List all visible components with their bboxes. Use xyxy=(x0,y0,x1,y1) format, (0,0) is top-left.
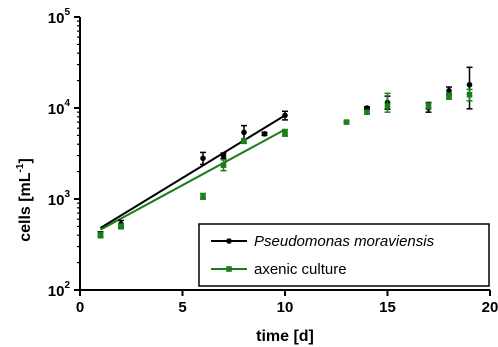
data-point-axenic xyxy=(241,137,247,145)
marker-square xyxy=(446,93,452,99)
marker-square xyxy=(343,119,350,125)
data-point-pseudomonas xyxy=(220,152,227,160)
marker-square xyxy=(200,194,206,200)
axes: 0 5 10 15 20 102 103 104 105 xyxy=(48,7,498,316)
marker-circle xyxy=(466,81,473,88)
y-axis-label-exponent: -1 xyxy=(15,163,26,172)
legend: Pseudomonas moraviensis axenic culture xyxy=(198,223,490,287)
legend-label-axenic: axenic culture xyxy=(254,261,347,278)
data-point-axenic xyxy=(384,92,391,113)
data-point-axenic xyxy=(220,158,227,172)
x-tick-label: 10 xyxy=(277,299,294,316)
legend-box xyxy=(198,223,490,287)
marker-circle xyxy=(261,131,268,137)
x-tick-label: 20 xyxy=(482,299,498,316)
marker-square xyxy=(97,232,104,239)
y-tick-label: 104 xyxy=(48,98,71,118)
data-point-pseudomonas xyxy=(241,124,247,140)
marker-circle xyxy=(200,155,206,162)
x-tick-label: 15 xyxy=(379,299,396,316)
data-point-axenic xyxy=(425,102,432,110)
data-points xyxy=(97,66,473,239)
y-axis-label-close: ] xyxy=(17,158,34,163)
fit-line-axenic xyxy=(100,128,286,231)
data-point-pseudomonas xyxy=(466,66,473,110)
data-point-pseudomonas xyxy=(282,110,288,121)
marker-circle xyxy=(220,152,227,159)
data-point-axenic xyxy=(343,119,350,125)
marker-circle xyxy=(241,129,247,136)
legend-swatch-marker-pseudomonas xyxy=(226,238,232,244)
marker-square xyxy=(384,103,391,109)
marker-square xyxy=(466,91,473,98)
marker-square xyxy=(364,109,370,115)
data-point-axenic xyxy=(97,232,104,239)
data-point-pseudomonas xyxy=(261,131,268,137)
fit-lines xyxy=(99,114,286,231)
y-tick-label: 103 xyxy=(48,189,71,209)
data-point-axenic xyxy=(446,92,452,100)
marker-square xyxy=(220,162,227,169)
marker-square xyxy=(118,223,124,230)
y-tick-label: 105 xyxy=(48,7,71,27)
marker-circle xyxy=(446,87,452,94)
x-tick-label: 0 xyxy=(76,299,84,316)
marker-circle xyxy=(282,112,288,119)
y-tick-label: 102 xyxy=(48,280,71,300)
data-point-pseudomonas xyxy=(200,151,206,166)
x-tick-label: 5 xyxy=(178,299,186,316)
data-point-axenic xyxy=(200,192,206,200)
data-point-axenic xyxy=(364,109,370,115)
data-point-axenic xyxy=(282,128,288,137)
legend-label-pseudomonas: Pseudomonas moraviensis xyxy=(254,233,435,250)
marker-square xyxy=(241,138,247,145)
fit-line-pseudomonas xyxy=(99,114,286,229)
marker-square xyxy=(282,130,288,136)
data-point-axenic xyxy=(466,88,473,102)
x-axis-label: time [d] xyxy=(256,328,314,345)
marker-square xyxy=(425,103,432,109)
y-axis-label-main: cells [mL xyxy=(17,172,34,242)
y-axis-label: cells [mL-1] xyxy=(15,158,34,242)
data-point-axenic xyxy=(118,223,124,230)
legend-swatch-marker-axenic xyxy=(226,266,232,272)
